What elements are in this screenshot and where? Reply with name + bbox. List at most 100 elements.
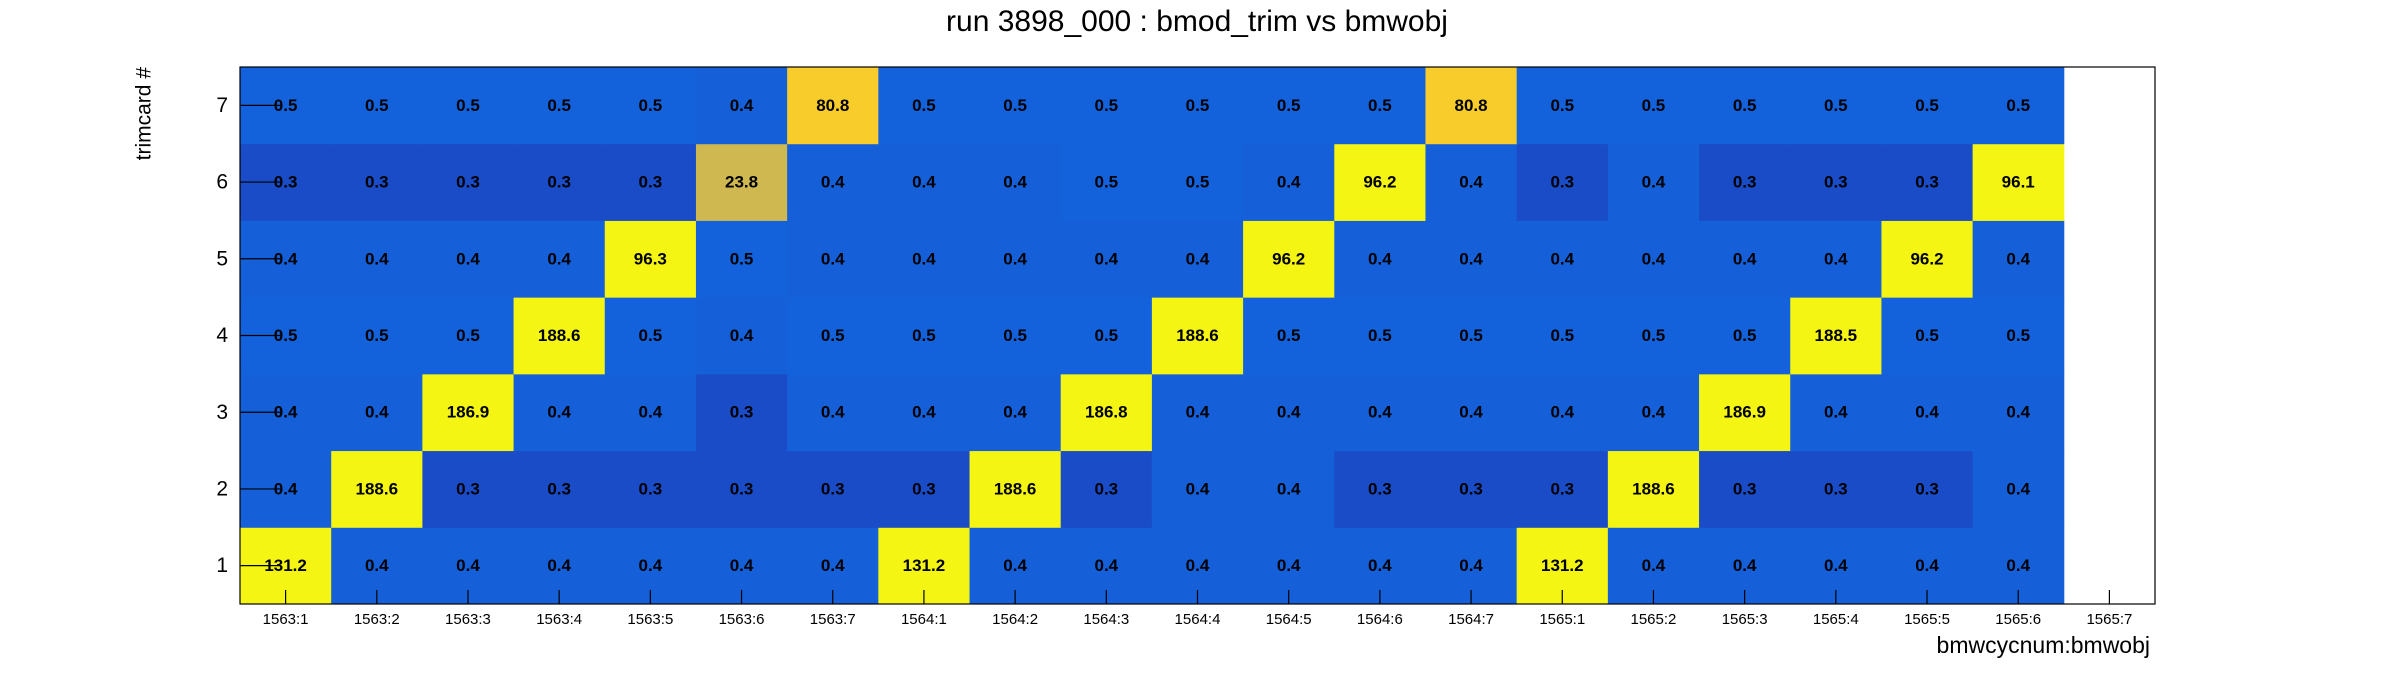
- cell: [1972, 297, 2065, 375]
- cell-label: 0.4: [821, 556, 845, 575]
- cell-label: 0.5: [1642, 96, 1666, 115]
- cell-label: 0.5: [1824, 96, 1848, 115]
- cell: [878, 220, 971, 298]
- cell-label: 186.9: [1723, 403, 1766, 422]
- cell: [604, 143, 697, 221]
- cell-label: 96.2: [1910, 249, 1943, 268]
- cell: [604, 373, 697, 452]
- cell-label: 0.4: [1277, 403, 1301, 422]
- cell-label: 0.5: [1277, 96, 1301, 115]
- cell-label: 0.4: [1642, 556, 1666, 575]
- cell: [787, 220, 879, 298]
- cell: [1516, 220, 1609, 298]
- cell-label: 0.4: [1003, 173, 1027, 192]
- cell: [513, 220, 606, 298]
- cell: [1151, 297, 1244, 375]
- cell-label: 0.5: [1186, 96, 1210, 115]
- cell: [787, 297, 879, 375]
- cell-label: 0.4: [1642, 403, 1666, 422]
- cell: [1151, 450, 1244, 528]
- cell-label: 0.5: [1368, 326, 1392, 345]
- cell-label: 0.4: [1824, 556, 1848, 575]
- cell-label: 0.3: [1368, 479, 1392, 498]
- cell-label: 0.3: [456, 479, 480, 498]
- cell: [1699, 297, 1791, 375]
- cell: [1972, 67, 2065, 145]
- cell-label: 0.3: [1550, 479, 1574, 498]
- cell-label: 0.4: [274, 479, 298, 498]
- cell-label: 23.8: [725, 173, 758, 192]
- cell: [1881, 373, 1974, 452]
- cell-label: 0.3: [1550, 173, 1574, 192]
- cell: [1881, 297, 1974, 375]
- cell: [1972, 373, 2065, 452]
- cell: [1516, 67, 1609, 145]
- cell: [787, 373, 879, 452]
- cell-label: 0.4: [547, 249, 571, 268]
- cell-label: 0.5: [274, 96, 298, 115]
- cell: [969, 373, 1062, 452]
- x-tick-label: 1563:6: [719, 611, 765, 628]
- cell: [422, 143, 515, 221]
- cell-label: 80.8: [1455, 96, 1488, 115]
- cell: [1243, 143, 1335, 221]
- cell: [422, 220, 515, 298]
- cell-label: 0.4: [547, 556, 571, 575]
- cell: [1334, 373, 1426, 452]
- x-tick-label: 1565:5: [1904, 611, 1950, 628]
- cell-label: 0.5: [821, 326, 845, 345]
- cell-label: 0.5: [547, 96, 571, 115]
- cell-label: 0.3: [639, 173, 663, 192]
- cell-label: 0.4: [1642, 249, 1666, 268]
- cell: [1881, 450, 1974, 528]
- cell: [1607, 220, 1700, 298]
- cell-label: 0.3: [1824, 479, 1848, 498]
- cell: [878, 297, 971, 375]
- cell-label: 0.4: [912, 403, 936, 422]
- cell: [969, 297, 1062, 375]
- cell-label: 0.4: [912, 173, 936, 192]
- cell: [331, 373, 423, 452]
- cell: [1425, 143, 1518, 221]
- cell-label: 0.5: [1459, 326, 1483, 345]
- cell: [1334, 450, 1426, 528]
- cell-label: 0.4: [1459, 556, 1483, 575]
- cell: [422, 67, 515, 145]
- cell-label: 0.4: [365, 403, 389, 422]
- cell: [878, 67, 971, 145]
- cell: [513, 373, 606, 452]
- cell-label: 188.6: [356, 479, 399, 498]
- cell-label: 0.4: [547, 403, 571, 422]
- cell: [787, 450, 879, 528]
- cell-label: 186.8: [1085, 403, 1128, 422]
- cell-label: 0.4: [1824, 249, 1848, 268]
- cell-label: 80.8: [816, 96, 849, 115]
- cell: [1060, 67, 1153, 145]
- cell: [422, 450, 515, 528]
- cell: [1060, 220, 1153, 298]
- cell-label: 0.4: [730, 326, 754, 345]
- cell: [1243, 450, 1335, 528]
- cell: [969, 67, 1062, 145]
- cell-label: 0.4: [1459, 173, 1483, 192]
- cell: [1699, 450, 1791, 528]
- cell-label: 0.4: [639, 403, 663, 422]
- cell-label: 96.2: [1272, 249, 1305, 268]
- cell: [331, 143, 423, 221]
- cell: [969, 450, 1062, 528]
- cell: [1060, 143, 1153, 221]
- cell-label: 0.3: [1733, 479, 1757, 498]
- cell: [1699, 67, 1791, 145]
- cell-label: 0.3: [912, 479, 936, 498]
- x-tick-label: 1564:1: [901, 611, 947, 628]
- y-axis-title: trimcard #: [133, 67, 156, 161]
- y-tick-label: 7: [216, 94, 228, 117]
- cell: [331, 450, 423, 528]
- cell: [422, 297, 515, 375]
- cell: [331, 67, 423, 145]
- y-tick-label: 2: [216, 477, 228, 500]
- cell: [1151, 67, 1244, 145]
- cell-label: 0.4: [1368, 556, 1392, 575]
